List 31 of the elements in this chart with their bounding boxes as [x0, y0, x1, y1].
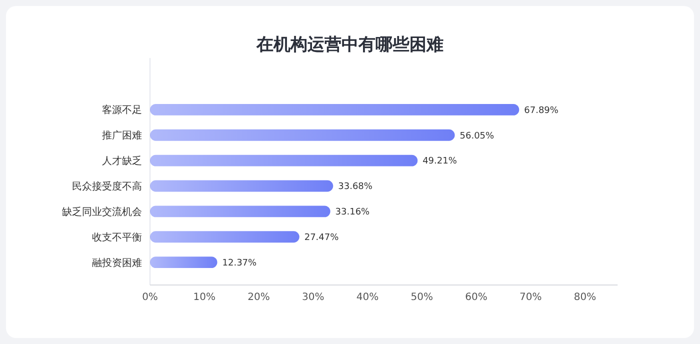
- x-tick-label: 40%: [356, 292, 379, 303]
- data-label: 12.37%: [222, 258, 258, 268]
- y-tick-label: 收支不平衡: [92, 231, 142, 244]
- data-label: 67.89%: [524, 106, 559, 116]
- y-tick-label: 民众接受度不高: [72, 180, 142, 192]
- x-tick-label: 70%: [520, 292, 542, 303]
- data-label: 27.47%: [304, 233, 340, 244]
- bar: [150, 206, 330, 218]
- data-label: 56.05%: [460, 131, 495, 142]
- data-label: 49.21%: [422, 156, 458, 167]
- bar: [150, 231, 300, 243]
- y-tick-label: 缺乏同业交流机会: [62, 206, 142, 218]
- data-label: 33.68%: [338, 182, 373, 192]
- x-tick-label: 30%: [302, 292, 324, 303]
- data-label: 33.16%: [335, 208, 370, 218]
- bar: [150, 154, 418, 166]
- y-tick-label: 客源不足: [102, 104, 142, 116]
- y-tick-label: 融投资困难: [92, 256, 142, 269]
- x-tick-label: 10%: [193, 292, 216, 303]
- bar: [150, 256, 218, 268]
- bar: [150, 104, 520, 116]
- bar: [150, 129, 455, 141]
- x-tick-label: 50%: [410, 292, 433, 303]
- x-tick-label: 0%: [142, 292, 158, 303]
- x-tick-label: 20%: [248, 292, 270, 303]
- chart-title: 在机构运营中有哪些困难: [256, 35, 444, 55]
- y-tick-label: 人才缺乏: [102, 155, 142, 168]
- x-tick-label: 60%: [465, 292, 488, 303]
- bar: [150, 180, 334, 192]
- x-tick-label: 80%: [574, 292, 596, 303]
- y-tick-label: 推广困难: [102, 130, 142, 142]
